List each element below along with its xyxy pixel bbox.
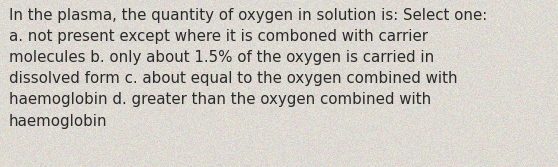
Text: In the plasma, the quantity of oxygen in solution is: Select one:
a. not present: In the plasma, the quantity of oxygen in… — [9, 8, 487, 129]
